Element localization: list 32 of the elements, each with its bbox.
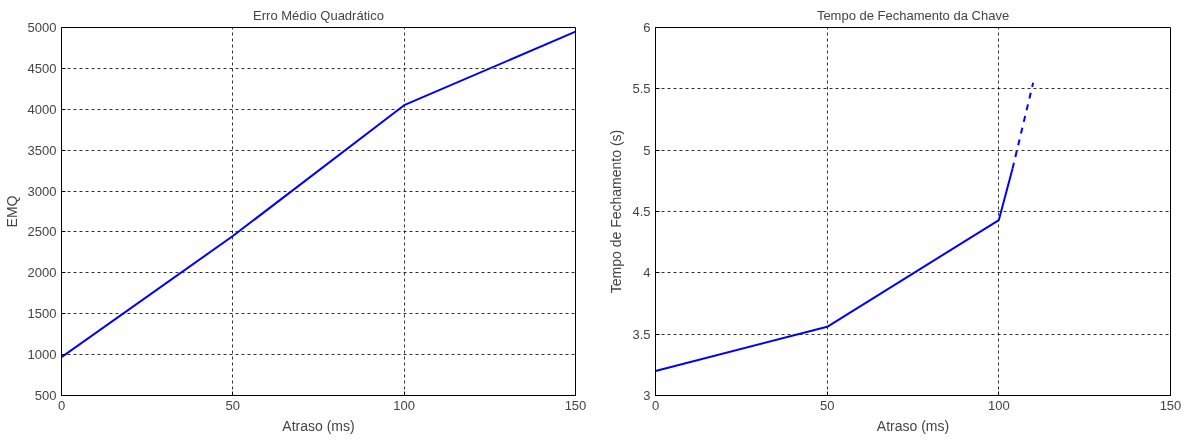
- y-tick-label: 1000: [27, 347, 57, 363]
- y-tick-label: 5.5: [632, 81, 651, 97]
- y-tick-label: 4500: [27, 60, 57, 76]
- chart-title: Tempo de Fechamento da Chave: [816, 7, 1010, 23]
- x-tick-label: 150: [564, 397, 587, 413]
- y-tick-label: 2000: [27, 265, 57, 281]
- y-tick-label: 5000: [27, 20, 57, 35]
- x-tick-label: 0: [651, 397, 660, 413]
- chart-title: Erro Médio Quadrático: [253, 7, 384, 23]
- x-tick-label: 0: [57, 397, 66, 413]
- y-tick-label: 3500: [27, 142, 57, 158]
- y-tick-label: 4.5: [632, 204, 651, 219]
- x-axis-title: Atraso (ms): [876, 417, 950, 434]
- y-tick-label: 1500: [27, 306, 57, 322]
- x-tick-label: 100: [987, 397, 1010, 413]
- y-tick-label: 4: [643, 265, 651, 281]
- y-tick-label: 2500: [27, 224, 57, 240]
- x-tick-label: 50: [819, 397, 835, 413]
- y-tick-label: 4000: [27, 101, 57, 117]
- y-tick-label: 3: [643, 388, 651, 403]
- y-axis-title: Tempo de Fechamento (s): [608, 129, 625, 294]
- y-tick-label: 6: [643, 20, 651, 35]
- x-tick-label: 50: [225, 397, 241, 413]
- y-tick-label: 5: [643, 142, 651, 158]
- x-tick-label: 150: [1159, 397, 1182, 413]
- y-tick-label: 500: [34, 388, 57, 403]
- y-tick-label: 3000: [27, 183, 57, 199]
- line-series: [61, 30, 576, 359]
- y-tick-label: 3.5: [632, 326, 651, 342]
- y-axis-title: EMQ: [3, 195, 20, 228]
- x-tick-label: 100: [393, 397, 416, 413]
- x-axis-title: Atraso (ms): [282, 417, 355, 434]
